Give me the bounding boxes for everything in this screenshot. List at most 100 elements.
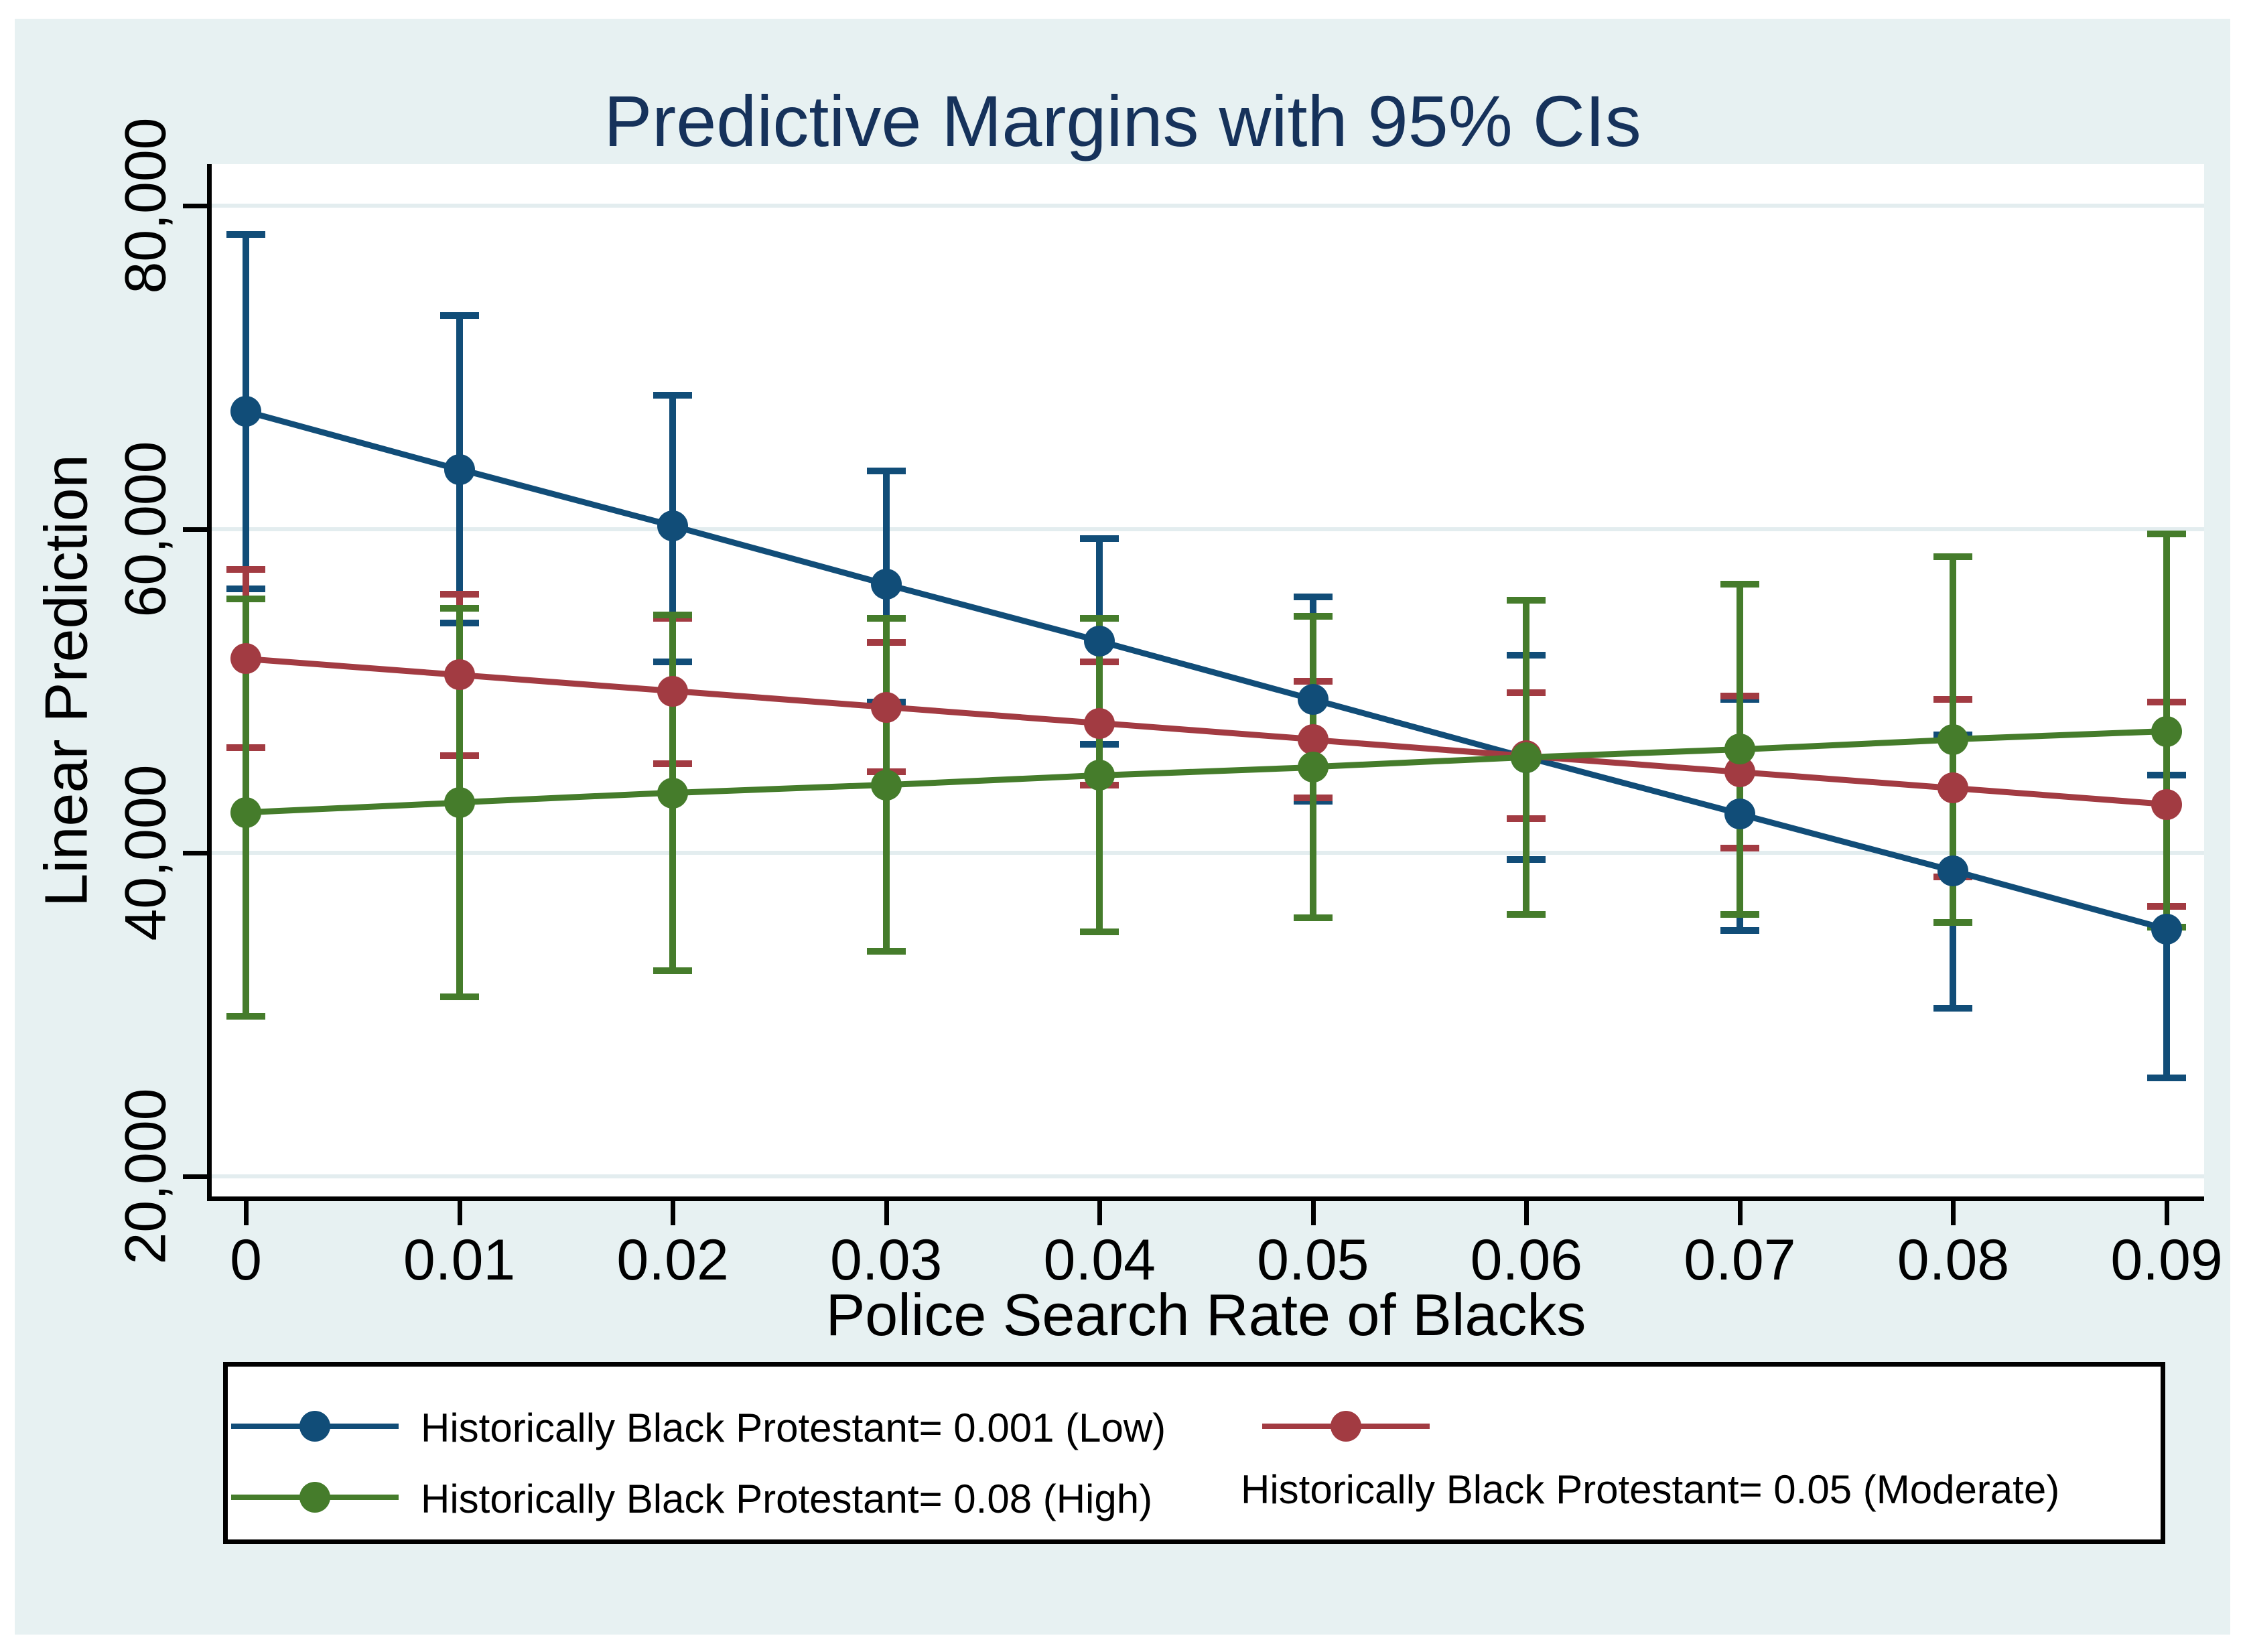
y-tick-label: 40,000 [113,764,178,941]
error-bar-cap-upper [1293,594,1333,601]
error-bar-cap-lower [2147,1074,2187,1081]
x-axis-title: Police Search Rate of Blacks [825,1282,1586,1348]
x-tick-label: 0.04 [1043,1228,1156,1292]
error-bar-cap-lower [1293,914,1333,921]
series-line-segment [1952,868,2168,932]
series-line-segment [671,523,887,588]
data-point-marker [230,643,261,675]
error-bar-cap-lower [1720,910,1759,918]
series-line-segment [1739,768,1954,791]
error-bar-cap-upper [226,231,265,238]
series-line-segment [1099,764,1313,778]
grid-line [212,527,2204,531]
x-tick [1097,1201,1103,1225]
data-point-marker [444,787,475,819]
y-tick [183,527,207,532]
chart-title: Predictive Margins with 95% CIs [604,80,1641,161]
error-bar-cap-lower [653,967,693,975]
data-point-marker [1084,707,1115,739]
x-tick [2165,1201,2170,1225]
legend-label-moderate: Historically Black Protestant= 0.05 (Mod… [1241,1467,2060,1512]
x-tick-label: 0.05 [1257,1228,1369,1292]
series-line-segment [1526,746,1741,761]
error-bar-cap-lower [1933,1004,1973,1012]
legend-box [223,1362,2165,1544]
x-tick [1524,1201,1529,1225]
series-line-segment [1099,638,1314,702]
x-tick [1310,1201,1316,1225]
series-line-segment [459,671,673,694]
series-line-segment [458,466,674,529]
error-bar-cap-lower [1507,910,1546,918]
error-bar-cap-upper [439,590,479,598]
error-bar-cap-lower [866,948,906,955]
error-bar-cap-upper [1080,535,1119,543]
grid-line [212,851,2204,855]
x-tick [671,1201,676,1225]
x-tick-label: 0.08 [1897,1228,2010,1292]
error-bar-cap-lower [439,993,479,1000]
error-bar-cap-upper [1933,553,1973,561]
series-line-segment [245,655,460,678]
legend-key-marker-low [299,1411,330,1442]
legend-key-marker-high [299,1482,330,1513]
error-bar-cap-upper [439,312,479,320]
data-point-marker [1084,625,1115,657]
data-point-marker [1297,683,1329,715]
x-axis-line [207,1196,2204,1201]
data-point-marker [2151,715,2183,747]
series-line-segment [672,782,886,797]
y-tick [183,851,207,855]
series-line-segment [1739,811,1954,874]
x-tick-label: 0.09 [2110,1228,2223,1292]
data-point-marker [444,659,475,691]
legend-key-marker-moderate [1331,1411,1361,1442]
grid-line [212,204,2204,208]
y-tick-label: 80,000 [113,117,178,294]
series-line-segment [886,772,1100,788]
data-point-marker [1511,742,1542,773]
series-line-segment [1312,754,1527,770]
data-point-marker [1724,799,1755,830]
error-bar-cap-lower [1080,928,1119,936]
x-tick [457,1201,462,1225]
error-bar-cap-upper [1080,614,1119,622]
error-bar-cap-upper [653,391,693,399]
x-tick [1951,1201,1956,1225]
error-bar-cap-upper [866,468,906,475]
x-tick [1737,1201,1743,1225]
series-line-segment [886,704,1100,727]
y-axis-title: Linear Prediction [33,454,100,907]
x-tick-label: 0 [230,1228,262,1292]
error-bar-cap-upper [866,614,906,622]
grid-line [212,1174,2204,1178]
x-tick [244,1201,249,1225]
series-line-segment [672,688,887,711]
data-point-marker [1937,724,1969,755]
x-tick-label: 0.07 [1684,1228,1796,1292]
y-tick-label: 60,000 [113,441,178,618]
error-bar-cap-upper [439,605,479,612]
error-bar-cap-upper [226,595,265,602]
data-point-marker [870,569,902,600]
data-point-marker [1937,772,1969,804]
data-point-marker [1084,760,1115,791]
x-tick [884,1201,889,1225]
error-bar-cap-lower [226,1012,265,1020]
error-bar-cap-lower [1720,926,1759,934]
data-point-marker [1724,734,1755,765]
error-bar-cap-upper [226,566,265,573]
data-point-marker [444,454,475,485]
legend-label-high: Historically Black Protestant= 0.08 (Hig… [421,1476,1153,1521]
series-line-segment [245,799,460,816]
y-tick [183,1174,207,1179]
series-line-segment [459,790,673,806]
series-line-segment [885,581,1101,644]
legend-label-low: Historically Black Protestant= 0.001 (Lo… [421,1405,1166,1450]
error-bar-cap-upper [2147,531,2187,538]
x-tick-label: 0.03 [829,1228,943,1292]
error-bar-cap-upper [1720,581,1759,588]
x-tick-label: 0.06 [1470,1228,1583,1292]
error-bar-cap-upper [1507,597,1546,604]
